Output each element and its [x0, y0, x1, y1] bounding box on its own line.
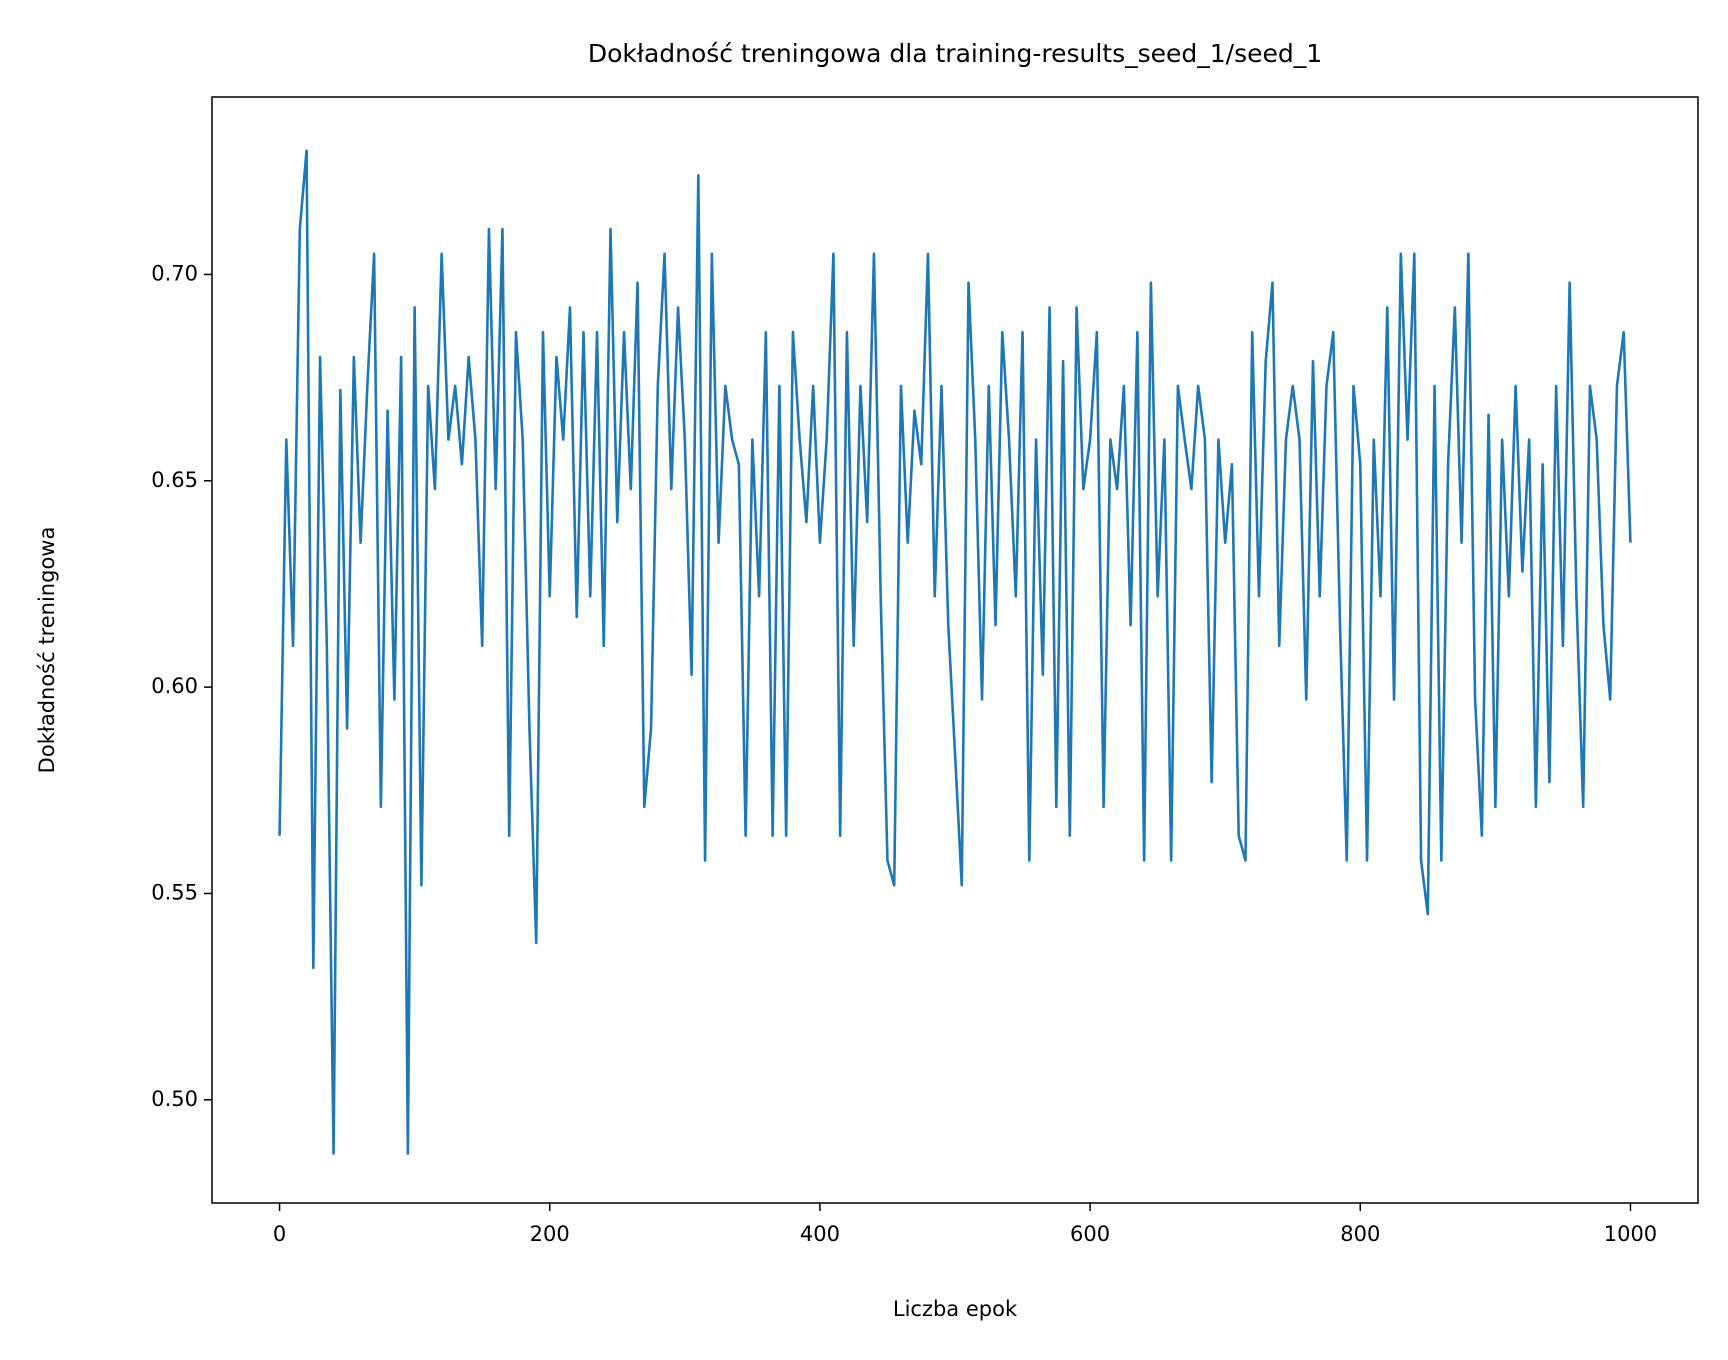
- x-tick-label: 0: [273, 1222, 286, 1246]
- x-tick-label: 200: [530, 1222, 570, 1246]
- x-tick-label: 600: [1070, 1222, 1110, 1246]
- x-tick-label: 1000: [1604, 1222, 1657, 1246]
- y-tick-label: 0.60: [151, 674, 198, 698]
- data-line: [278, 149, 1632, 1155]
- chart-title: Dokładność treningowa dla training-resul…: [588, 39, 1322, 68]
- x-axis-label: Liczba epok: [893, 1297, 1018, 1321]
- x-tick-label: 400: [800, 1222, 840, 1246]
- y-tick-label: 0.50: [151, 1087, 198, 1111]
- y-tick-label: 0.55: [151, 880, 198, 904]
- y-tick-label: 0.70: [151, 261, 198, 285]
- y-tick-label: 0.65: [151, 468, 198, 492]
- plot-frame: [211, 96, 1699, 1204]
- y-axis-label: Dokładność treningowa: [35, 527, 59, 774]
- x-tick-label: 800: [1340, 1222, 1380, 1246]
